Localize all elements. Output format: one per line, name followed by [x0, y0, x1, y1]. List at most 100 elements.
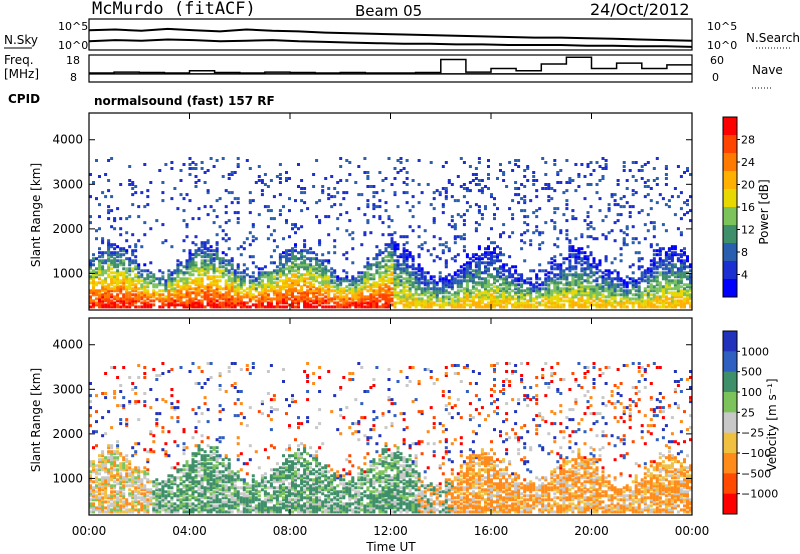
power-cell	[592, 299, 596, 303]
power-cell	[269, 209, 273, 213]
velocity-cell	[116, 474, 120, 478]
power-cell	[474, 283, 478, 287]
power-cell	[484, 255, 487, 259]
power-cell	[215, 283, 219, 287]
power-cell	[215, 299, 219, 303]
power-cell	[586, 165, 590, 168]
power-cell	[251, 297, 255, 301]
velocity-cell	[116, 478, 120, 482]
power-cell	[257, 299, 261, 303]
power-cell	[499, 295, 502, 299]
power-cell	[200, 255, 204, 259]
power-cell	[580, 235, 584, 239]
power-cell	[134, 289, 138, 293]
power-cell	[550, 299, 554, 303]
power-cell	[535, 297, 539, 301]
velocity-cell	[140, 478, 144, 482]
power-cell	[128, 165, 132, 168]
power-cell	[116, 299, 120, 303]
power-cell	[652, 277, 656, 281]
velocity-cell	[104, 460, 108, 464]
power-cell	[182, 279, 186, 283]
power-cell	[655, 299, 659, 303]
velocity-cell	[176, 462, 180, 466]
power-cell	[550, 305, 554, 309]
velocity-cell	[134, 494, 138, 498]
power-cell	[441, 285, 445, 289]
power-cell	[432, 281, 436, 285]
power-cell	[366, 289, 370, 293]
power-cell	[194, 163, 198, 166]
power-cell	[601, 157, 605, 160]
power-cell	[613, 305, 617, 309]
power-cell	[562, 213, 566, 217]
power-cell	[155, 293, 159, 297]
power-cell	[571, 305, 575, 309]
power-cell	[619, 289, 623, 293]
power-cell	[269, 287, 273, 291]
power-cell	[312, 273, 316, 277]
velocity-cell	[149, 450, 153, 454]
power-cell	[496, 269, 499, 273]
power-cell	[562, 289, 566, 293]
power-cell	[402, 253, 406, 257]
power-cell	[408, 305, 412, 309]
power-cell	[574, 253, 578, 257]
power-cell	[393, 283, 397, 287]
power-cell	[607, 299, 611, 303]
velocity-cell	[173, 408, 177, 412]
power-cell	[444, 241, 448, 245]
power-cell	[390, 183, 394, 186]
velocity-cell	[98, 508, 101, 512]
power-cell	[122, 301, 126, 305]
velocity-cell	[119, 508, 123, 512]
power-cell	[260, 299, 264, 303]
velocity-cell	[107, 452, 111, 456]
power-cell	[285, 275, 288, 279]
power-cell	[161, 277, 165, 281]
velocity-cell	[170, 480, 174, 484]
power-cell	[553, 159, 557, 162]
power-cell	[465, 291, 469, 295]
power-cell	[390, 237, 394, 241]
power-cell	[233, 287, 237, 291]
power-cell	[282, 287, 285, 291]
power-cell	[131, 277, 135, 281]
velocity-cell	[161, 504, 165, 508]
velocity-cell	[104, 478, 108, 482]
power-cell	[285, 267, 288, 271]
power-cell	[119, 263, 123, 267]
power-cell	[336, 285, 340, 289]
velocity-cell	[89, 476, 92, 480]
power-cell	[339, 213, 343, 217]
power-cell	[637, 277, 641, 281]
power-cell	[565, 237, 569, 241]
power-cell	[131, 289, 135, 293]
power-cell	[556, 297, 560, 301]
velocity-cell	[116, 444, 120, 448]
velocity-cell	[104, 482, 108, 486]
velocity-cell	[164, 484, 168, 488]
power-cell	[282, 279, 285, 283]
power-cell	[490, 241, 493, 245]
power-cell	[661, 299, 665, 303]
velocity-cell	[122, 502, 126, 506]
power-cell	[496, 267, 499, 271]
power-cell	[477, 179, 481, 182]
power-cell	[137, 281, 141, 285]
power-cell	[363, 157, 367, 160]
power-cell	[119, 291, 123, 295]
velocity-cell	[140, 496, 144, 500]
power-cell	[363, 233, 367, 237]
power-cell	[547, 183, 551, 186]
power-cell	[306, 281, 310, 285]
power-cell	[643, 287, 647, 291]
power-cell	[285, 297, 288, 301]
power-cell	[658, 261, 662, 265]
power-cell	[484, 269, 487, 273]
power-cell	[218, 263, 222, 267]
power-cell	[366, 273, 370, 277]
velocity-cell	[164, 490, 168, 494]
power-cell	[245, 237, 249, 241]
power-cell	[260, 301, 264, 305]
